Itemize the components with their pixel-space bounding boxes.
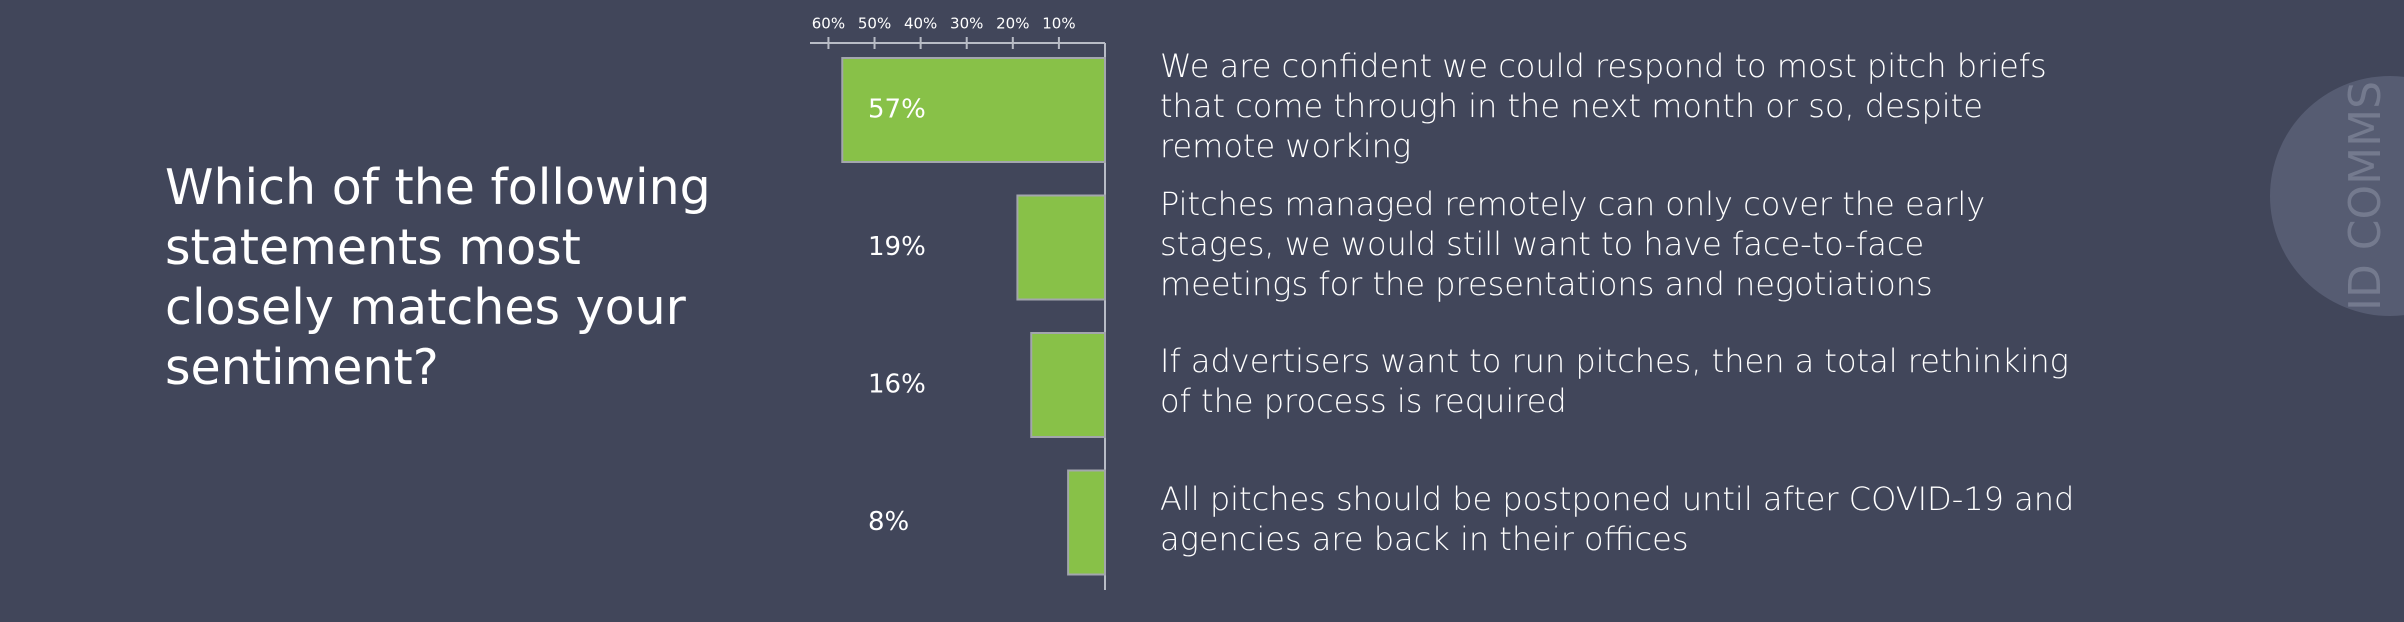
value-label: 16% <box>868 370 926 400</box>
x-tick-label: 50% <box>858 15 891 33</box>
statement: If advertisers want to run pitches, then… <box>1160 342 2069 420</box>
statement: Pitches managed remotely can only cover … <box>1160 184 1986 303</box>
value-label: 57% <box>868 95 926 125</box>
bar <box>841 57 1106 163</box>
value-label: 8% <box>868 507 909 537</box>
question-title: Which of the following statements most c… <box>165 159 711 396</box>
x-tick-label: 20% <box>996 15 1029 33</box>
x-tick-label: 10% <box>1042 15 1075 33</box>
bar <box>1030 332 1106 438</box>
bar <box>1016 194 1106 301</box>
value-label: 19% <box>868 232 926 262</box>
statement: We are confident we could respond to mos… <box>1160 47 2047 165</box>
x-tick-label: 60% <box>812 15 845 33</box>
statement: All pitches should be postponed until af… <box>1160 479 2075 558</box>
x-tick-label: 40% <box>904 15 937 33</box>
bar <box>1067 469 1106 576</box>
logo-text: ID COMMS <box>2340 81 2391 311</box>
logo-circle <box>2270 76 2404 316</box>
x-tick-label: 30% <box>950 15 983 33</box>
